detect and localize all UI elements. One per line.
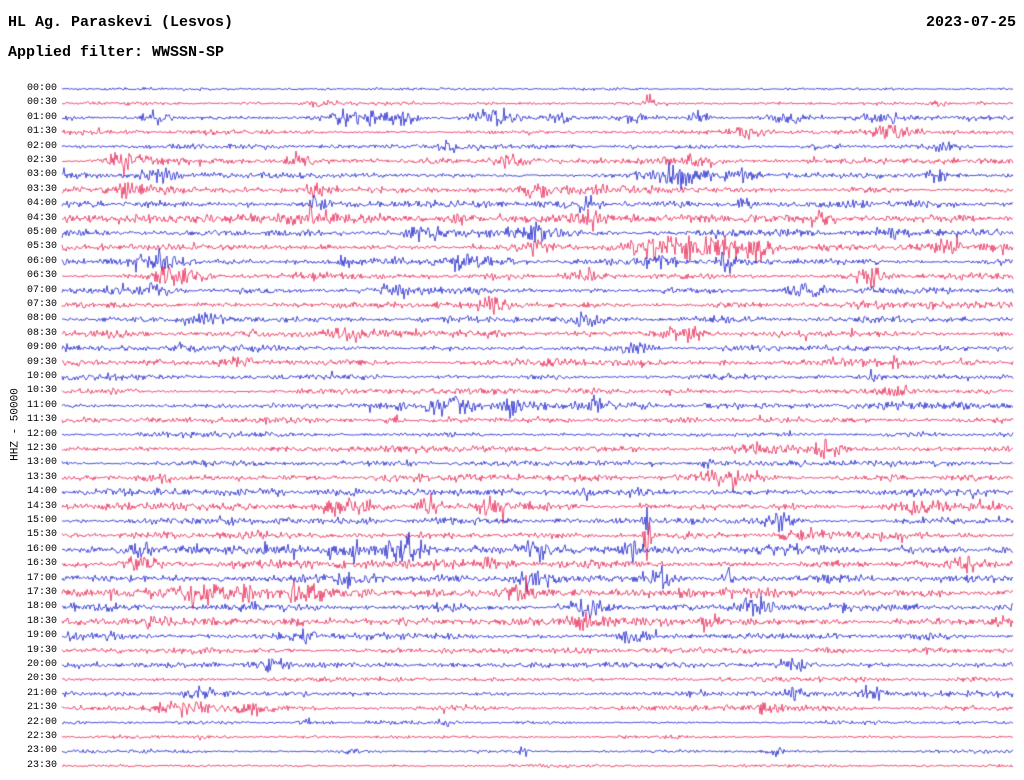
- y-axis-label: HHZ - 50000: [9, 388, 22, 461]
- station-title: HL Ag. Paraskevi (Lesvos): [8, 14, 234, 31]
- filter-label: Applied filter: WWSSN-SP: [8, 44, 225, 61]
- record-date: 2023-07-25: [925, 14, 1016, 31]
